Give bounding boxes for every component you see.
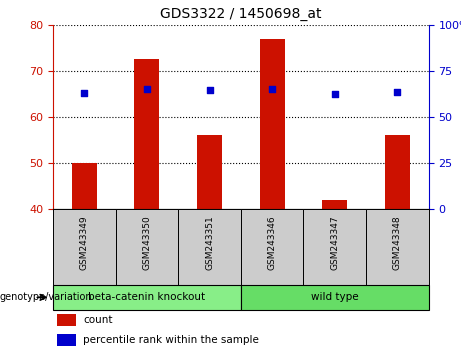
Bar (57, 334, 76, 346)
Bar (57, 314, 76, 326)
Point (394, 89, 401, 95)
Bar (178, 209, 241, 285)
Bar (385, 135, 410, 209)
Title: GDS3322 / 1450698_at: GDS3322 / 1450698_at (160, 7, 322, 21)
Point (81, 90, 88, 96)
Text: wild type: wild type (311, 292, 359, 302)
Text: count: count (83, 315, 112, 325)
Text: GSM243350: GSM243350 (142, 215, 152, 270)
Bar (260, 39, 285, 209)
Text: genotype/variation: genotype/variation (0, 292, 93, 302)
Point (206, 87, 213, 93)
Bar (366, 209, 429, 285)
Text: GSM243347: GSM243347 (330, 215, 339, 270)
Bar (72, 163, 97, 209)
Text: GSM243348: GSM243348 (393, 215, 402, 270)
Bar (116, 209, 178, 285)
Bar (303, 209, 366, 285)
Point (143, 86, 151, 92)
Point (331, 91, 338, 97)
Bar (241, 285, 429, 310)
Bar (53, 209, 116, 285)
Text: GSM243349: GSM243349 (80, 215, 89, 270)
Bar (197, 135, 222, 209)
Bar (322, 200, 347, 209)
Text: beta-catenin knockout: beta-catenin knockout (89, 292, 206, 302)
Text: GSM243346: GSM243346 (268, 215, 277, 270)
Bar (135, 59, 160, 209)
Point (268, 86, 276, 92)
Bar (53, 285, 241, 310)
Text: GSM243351: GSM243351 (205, 215, 214, 270)
Bar (241, 209, 303, 285)
Text: percentile rank within the sample: percentile rank within the sample (83, 335, 259, 345)
